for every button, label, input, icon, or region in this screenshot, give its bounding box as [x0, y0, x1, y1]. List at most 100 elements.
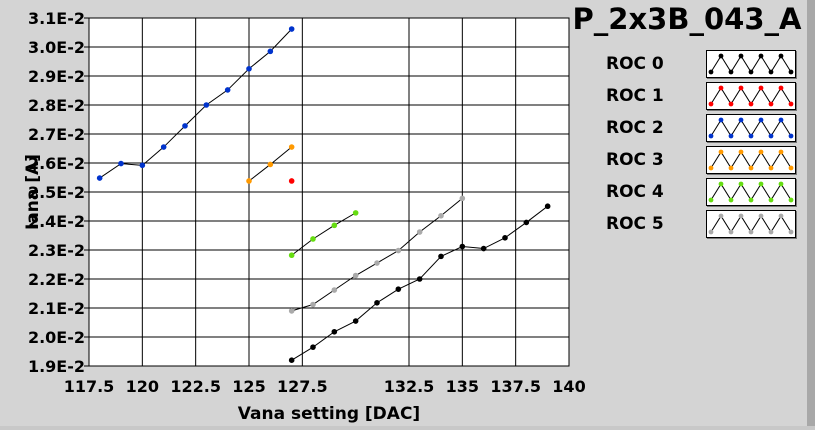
zigzag-icon [708, 149, 794, 171]
x-tick-label: 120 [126, 377, 159, 396]
data-point [374, 260, 380, 266]
data-point [459, 243, 466, 250]
zigzag-icon [708, 53, 794, 75]
data-point [288, 26, 295, 32]
x-tick-label: 122.5 [170, 377, 221, 396]
series-roc-1 [288, 178, 295, 184]
data-point [310, 344, 316, 350]
data-point [331, 222, 338, 229]
legend-item: ROC 2 [596, 112, 796, 144]
zigzag-icon [708, 85, 794, 107]
y-tick-label: 2.1E-2 [28, 299, 85, 318]
y-tick-label: 2.6E-2 [28, 154, 85, 173]
data-point [438, 253, 444, 260]
data-point [139, 162, 146, 169]
data-point [182, 123, 188, 129]
x-tick-label: 132.5 [384, 377, 435, 396]
data-point [480, 245, 487, 252]
data-point [416, 229, 423, 235]
data-point [416, 276, 423, 282]
data-point [352, 210, 359, 216]
data-point [288, 308, 295, 314]
x-tick-label: 117.5 [64, 377, 115, 396]
series-line [291, 212, 356, 256]
legend-item: ROC 5 [596, 208, 796, 240]
data-point [352, 318, 359, 324]
chart-title: P_2x3B_043_A [572, 2, 802, 36]
y-tick-label: 2.4E-2 [28, 212, 85, 231]
data-point [288, 178, 295, 184]
data-point [246, 65, 252, 72]
data-point [395, 286, 402, 292]
data-point [288, 144, 295, 150]
y-tick-label: 3.1E-2 [28, 9, 85, 28]
legend-item: ROC 3 [596, 144, 796, 176]
data-point [118, 160, 124, 167]
y-tick-label: 3.0E-2 [28, 38, 85, 57]
y-tick-label: 2.0E-2 [28, 328, 85, 347]
data-point [288, 252, 295, 259]
data-point [459, 195, 466, 202]
data-point [203, 102, 210, 108]
zigzag-icon [708, 213, 794, 235]
x-tick-label: 135 [446, 377, 479, 396]
data-point [267, 48, 274, 55]
x-tick-label: 127.5 [277, 377, 328, 396]
legend-label: ROC 4 [606, 182, 664, 202]
y-tick-label: 2.5E-2 [28, 183, 85, 202]
y-tick-label: 1.9E-2 [28, 357, 85, 376]
data-point [246, 178, 252, 184]
series-roc-3 [246, 144, 295, 184]
legend-swatch-icon [706, 178, 796, 206]
data-point [310, 236, 316, 242]
series-roc-2 [96, 26, 295, 181]
data-point [395, 247, 402, 254]
data-point [310, 301, 316, 308]
data-point [160, 144, 167, 150]
data-point [224, 87, 231, 93]
legend-label: ROC 3 [606, 150, 664, 170]
data-point [331, 287, 338, 293]
legend-label: ROC 1 [606, 86, 664, 106]
plot-border [88, 17, 570, 367]
data-point [438, 212, 444, 219]
y-tick-label: 2.7E-2 [28, 125, 85, 144]
series-line [99, 28, 293, 179]
data-point [523, 219, 530, 226]
data-point [544, 203, 551, 210]
series-roc-4 [288, 210, 359, 259]
series-roc-0 [288, 203, 551, 364]
zigzag-icon [708, 117, 794, 139]
x-axis-label: Vana setting [DAC] [238, 404, 420, 424]
data-point [267, 161, 274, 168]
data-point [352, 272, 359, 279]
legend-swatch-icon [706, 114, 796, 142]
data-point [96, 175, 103, 181]
series-layer [96, 26, 551, 364]
data-point [374, 299, 380, 306]
y-axis-label: Iana [A] [23, 154, 43, 230]
y-tick-label: 2.2E-2 [28, 270, 85, 289]
legend-label: ROC 5 [606, 214, 664, 234]
legend-label: ROC 2 [606, 118, 664, 138]
legend-swatch-icon [706, 50, 796, 78]
window-frame-right [807, 0, 815, 430]
y-tick-labels: 1.9E-2 2.0E-2 2.1E-2 2.2E-2 2.3E-2 2.4E-2 2.5E… [28, 9, 85, 376]
legend-swatch-icon [706, 146, 796, 174]
legend-item: ROC 1 [596, 80, 796, 112]
y-tick-label: 2.9E-2 [28, 67, 85, 86]
legend-item: ROC 0 [596, 48, 796, 80]
x-tick-labels: 117.5 120 122.5 125 127.5 132.5 135 137.5 140 [64, 377, 586, 396]
series-roc-5 [288, 195, 466, 314]
data-point [331, 328, 338, 335]
y-tick-label: 2.3E-2 [28, 241, 85, 260]
zigzag-icon [708, 181, 794, 203]
legend: ROC 0 ROC 1 ROC 2 ROC 3 ROC 4 ROC 5 [596, 48, 796, 240]
x-tick-label: 125 [232, 377, 265, 396]
x-tick-label: 137.5 [490, 377, 541, 396]
legend-label: ROC 0 [606, 54, 664, 74]
data-point [502, 235, 508, 241]
data-point [288, 357, 295, 364]
window-frame-bottom [0, 426, 815, 430]
